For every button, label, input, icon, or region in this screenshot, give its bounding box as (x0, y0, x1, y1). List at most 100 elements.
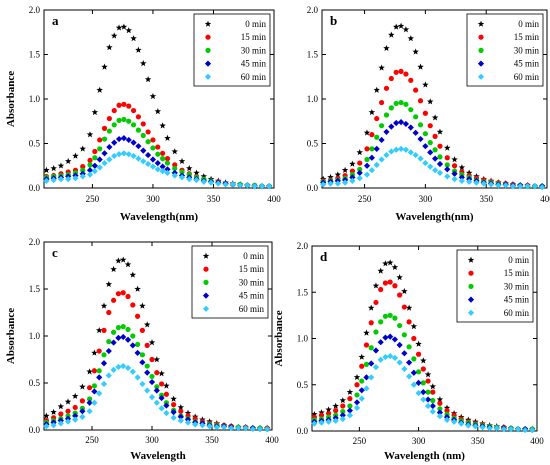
data-point (178, 408, 184, 414)
data-point (398, 68, 404, 75)
data-point (369, 146, 375, 152)
data-point (341, 166, 349, 173)
data-point (382, 334, 389, 341)
data-point (444, 173, 451, 180)
data-point (401, 304, 407, 310)
data-point (130, 302, 136, 308)
data-point (215, 180, 222, 187)
data-point (101, 63, 108, 70)
data-point (383, 112, 390, 118)
data-point (392, 23, 400, 30)
data-point (115, 24, 123, 31)
legend-marker (203, 266, 209, 272)
data-point (386, 259, 394, 266)
data-point (149, 163, 157, 170)
data-point (327, 180, 334, 187)
data-point (377, 339, 384, 346)
data-point (412, 151, 419, 159)
data-point (87, 157, 93, 164)
data-point (100, 302, 108, 309)
data-point (159, 381, 165, 387)
data-point (377, 356, 384, 363)
data-point (105, 372, 112, 379)
data-point (422, 159, 429, 167)
data-point (154, 108, 162, 115)
data-point (422, 81, 429, 88)
data-point (96, 86, 103, 93)
data-point (354, 392, 360, 398)
data-point (402, 26, 410, 33)
data-point (427, 149, 434, 156)
y-tick-label: 0.0 (307, 183, 319, 193)
data-point (368, 108, 376, 116)
data-point (171, 402, 177, 408)
data-point (110, 339, 117, 346)
data-point (378, 156, 385, 163)
data-point (158, 394, 165, 402)
data-point (124, 261, 132, 268)
data-point (115, 257, 122, 264)
data-point (199, 422, 206, 429)
legend-entry: 0 min (243, 251, 264, 261)
data-point (451, 176, 458, 183)
legend-entry: 45 min (239, 291, 265, 301)
y-tick-label: 1.0 (307, 94, 319, 104)
data-point (249, 425, 256, 433)
data-point (111, 329, 117, 335)
data-point (140, 121, 146, 127)
legend-entry: 30 min (504, 281, 530, 291)
data-point (148, 394, 156, 401)
data-point (368, 345, 374, 351)
data-point (401, 287, 408, 295)
data-point (358, 353, 365, 360)
data-point (417, 135, 424, 143)
y-tick-label: 1.0 (29, 94, 41, 104)
data-point (486, 425, 493, 432)
data-point (420, 366, 426, 372)
data-point (431, 114, 439, 121)
data-point (110, 32, 118, 39)
data-point (130, 35, 137, 42)
data-point (327, 173, 334, 181)
x-tick-label: 400 (267, 194, 281, 204)
y-axis-label: Absorbance (5, 308, 17, 364)
data-point (436, 413, 443, 420)
data-point (135, 46, 142, 53)
data-point (363, 342, 370, 348)
data-point (135, 114, 142, 120)
data-point (412, 48, 419, 55)
data-point (411, 356, 417, 362)
data-point (522, 426, 529, 434)
data-point (139, 359, 146, 366)
data-point (106, 156, 113, 163)
data-point (115, 334, 122, 341)
data-point (392, 283, 398, 289)
data-point (311, 410, 318, 418)
data-point (358, 387, 365, 394)
data-point (178, 157, 186, 165)
data-point (101, 327, 107, 333)
data-point (387, 352, 394, 360)
data-point (125, 326, 131, 333)
x-tick-label: 400 (265, 435, 279, 445)
data-point (340, 403, 346, 409)
data-point (86, 171, 94, 178)
data-point (349, 177, 356, 184)
data-point (398, 99, 404, 106)
data-point (458, 164, 466, 171)
data-point (158, 405, 165, 412)
y-tick-label: 1.0 (297, 334, 309, 344)
x-tick-label: 400 (540, 194, 550, 204)
data-point (111, 139, 118, 146)
data-point (458, 420, 465, 427)
data-point (420, 380, 426, 386)
data-point (373, 299, 379, 306)
data-point (65, 176, 72, 183)
x-axis-label: Wavelength(nm) (120, 211, 199, 223)
data-point (101, 136, 108, 142)
data-point (115, 291, 121, 297)
data-point (125, 136, 132, 144)
data-point (372, 282, 380, 289)
data-point (436, 409, 443, 416)
y-tick-label: 0.5 (297, 380, 309, 390)
